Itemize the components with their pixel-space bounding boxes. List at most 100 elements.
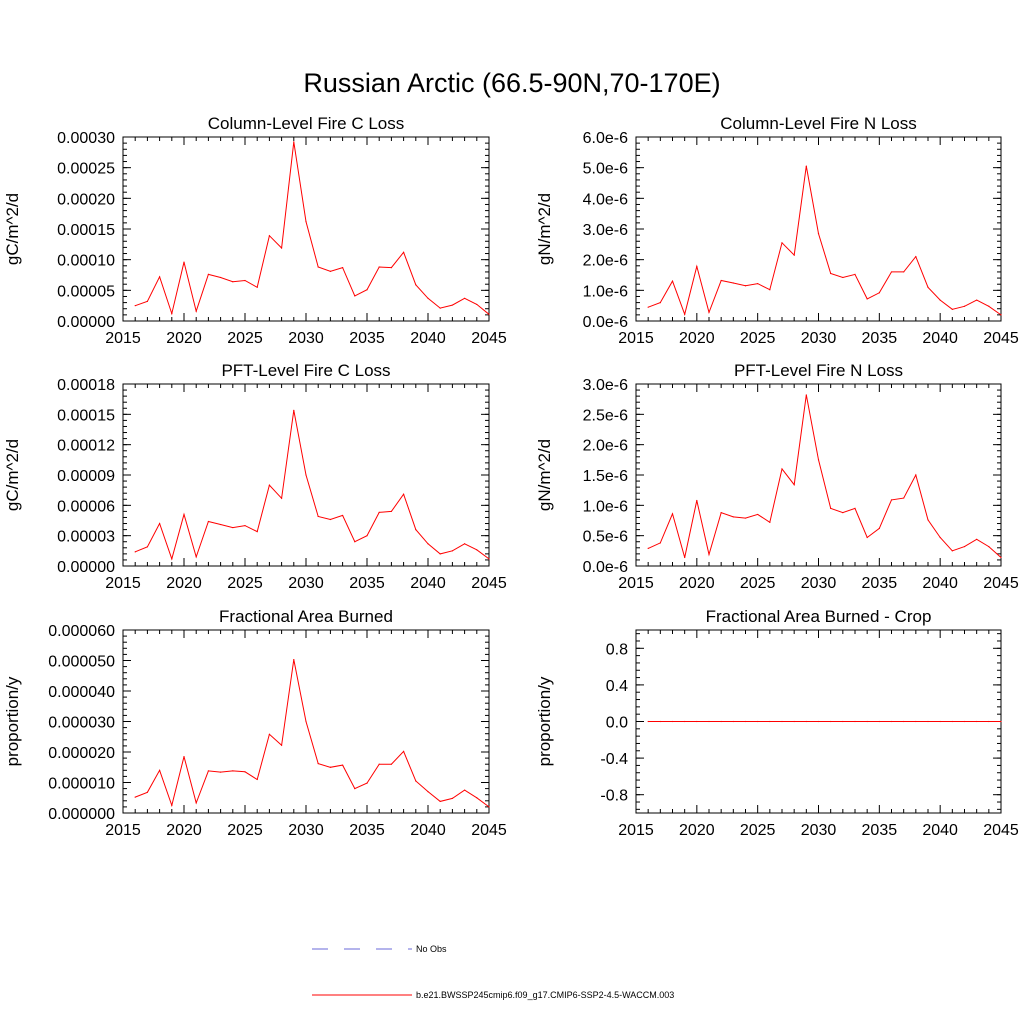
x-tick-label: 2025 <box>740 822 776 839</box>
data-point <box>927 286 929 288</box>
data-point <box>830 507 832 509</box>
data-point <box>293 141 295 143</box>
y-tick-label: 0.4 <box>606 678 628 695</box>
data-point <box>708 553 710 556</box>
x-tick-label: 2040 <box>922 330 958 347</box>
y-tick-label: -0.4 <box>600 751 628 768</box>
data-point <box>817 459 820 461</box>
panel-title: PFT-Level Fire C Loss <box>221 361 390 380</box>
data-point <box>451 304 453 306</box>
data-point <box>451 550 453 552</box>
x-tick-label: 2035 <box>862 330 898 347</box>
chart-panel-1: 2015 2020 2025 2030 2035 2040 2045 0.00000 0.000… <box>3 114 507 347</box>
data-point <box>769 521 771 523</box>
data-point <box>696 499 698 502</box>
data-point <box>671 513 674 515</box>
y-axis-label: proportion/y <box>535 676 554 766</box>
data-point <box>732 720 734 723</box>
x-tick-label: 2030 <box>801 575 837 592</box>
y-tick-label: 2.0e-6 <box>583 438 628 455</box>
data-point <box>903 271 905 273</box>
data-point <box>951 720 953 723</box>
data-point <box>805 394 807 396</box>
data-point <box>268 733 270 735</box>
x-tick-label: 2030 <box>801 822 837 839</box>
chart-panel-5: 2015 2020 2025 2030 2035 2040 2045 0.000000 0.00… <box>3 607 507 839</box>
data-point <box>342 764 344 766</box>
data-point <box>927 519 929 521</box>
x-tick-label: 2040 <box>410 330 446 347</box>
data-point <box>268 484 270 486</box>
data-point <box>951 308 953 310</box>
x-tick-label: 2025 <box>227 575 263 592</box>
y-tick-label: 6.0e-6 <box>583 130 628 147</box>
data-point <box>757 282 759 285</box>
data-point <box>293 658 295 661</box>
data-point <box>281 744 283 746</box>
y-axis-label: gN/m^2/d <box>535 439 554 511</box>
data-point <box>671 720 674 723</box>
data-point <box>390 763 392 765</box>
x-tick-label: 2025 <box>740 330 776 347</box>
data-point <box>866 298 868 300</box>
data-point <box>842 276 844 279</box>
y-tick-label: 0.000060 <box>48 623 115 640</box>
data-point <box>329 518 331 521</box>
data-point <box>256 778 258 781</box>
data-point <box>366 782 368 784</box>
data-point <box>769 289 771 291</box>
x-tick-label: 2030 <box>288 330 324 347</box>
data-point <box>403 493 405 495</box>
y-tick-label: 0.0 <box>606 715 628 732</box>
data-point <box>903 497 905 499</box>
series-line <box>647 394 1002 558</box>
y-tick-label: 0.00000 <box>57 314 115 331</box>
data-point <box>854 507 856 509</box>
data-point <box>488 806 490 808</box>
y-tick-label: 0.000030 <box>48 715 115 732</box>
data-point <box>378 511 380 514</box>
data-point <box>890 271 893 273</box>
data-point <box>159 769 161 771</box>
data-point <box>378 266 380 268</box>
y-tick-label: 1.0e-6 <box>583 283 628 300</box>
data-point <box>244 524 246 527</box>
y-tick-label: 3.0e-6 <box>583 222 628 239</box>
data-point <box>878 527 880 529</box>
y-axis-label: gC/m^2/d <box>3 193 22 265</box>
series-line <box>135 659 490 808</box>
data-point <box>988 720 990 723</box>
data-point <box>390 510 392 512</box>
data-point <box>159 522 161 525</box>
data-point <box>720 512 722 514</box>
data-point <box>354 295 356 297</box>
data-point <box>354 788 356 790</box>
x-tick-label: 2040 <box>922 822 958 839</box>
data-point <box>805 165 807 167</box>
data-point <box>817 720 820 723</box>
data-point <box>329 270 331 272</box>
y-tick-label: 0.00018 <box>57 377 115 394</box>
data-point <box>939 299 941 301</box>
chart-panel-4: 2015 2020 2025 2030 2035 2040 2045 0.0e-6 0.5e-6… <box>535 361 1019 592</box>
data-point <box>963 720 966 723</box>
data-point <box>232 526 234 529</box>
y-tick-label: 1.5e-6 <box>583 468 628 485</box>
data-point <box>878 720 880 723</box>
data-point <box>659 302 661 304</box>
data-point <box>195 802 197 804</box>
data-point <box>464 789 466 791</box>
x-tick-label: 2035 <box>349 330 385 347</box>
y-tick-label: 1.0e-6 <box>583 498 628 515</box>
x-tick-label: 2045 <box>983 822 1019 839</box>
data-point <box>427 297 429 299</box>
data-point <box>195 556 197 558</box>
y-axis-label: gC/m^2/d <box>3 439 22 511</box>
data-point <box>732 516 734 518</box>
data-point <box>866 536 868 539</box>
y-tick-label: 0.000000 <box>48 806 115 823</box>
data-point <box>329 766 331 768</box>
data-point <box>171 804 173 806</box>
data-point <box>366 289 368 291</box>
data-point <box>305 474 307 476</box>
